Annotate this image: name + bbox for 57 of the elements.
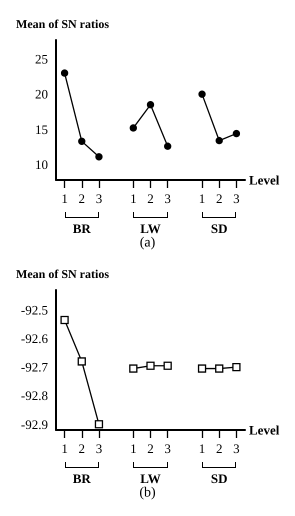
point — [216, 136, 223, 144]
text: SD — [210, 471, 228, 486]
x-tick-label: 3 — [96, 441, 102, 456]
text: BR — [72, 221, 92, 236]
point — [164, 142, 172, 150]
point — [146, 362, 155, 370]
point — [130, 124, 137, 132]
point — [198, 90, 206, 98]
x-tick-label: 1 — [198, 441, 206, 456]
point — [164, 362, 172, 370]
x-tick-label: 3 — [164, 441, 171, 456]
x-tick-label: 1 — [198, 191, 206, 206]
x-tick-label: 1 — [61, 441, 68, 456]
x-axis-title: Level — [249, 422, 280, 438]
y-tick-label: -92.9 — [20, 416, 48, 432]
text: LW — [140, 471, 161, 486]
point — [94, 420, 104, 428]
point — [232, 130, 240, 138]
x-tick-label: 3 — [233, 191, 240, 206]
y-tick-label: 15 — [35, 122, 48, 137]
y-tick-label: -92.8 — [20, 388, 48, 404]
x-tick-label: 2 — [78, 191, 86, 206]
x-tick-label: 2 — [147, 191, 154, 206]
x-tick-label: 3 — [96, 191, 102, 206]
y-tick-label: 20 — [35, 86, 48, 102]
y-axis-title: Mean of SN ratios — [16, 17, 110, 31]
text: SD — [210, 221, 228, 236]
y-axis-title: Mean of SN ratios — [16, 267, 110, 281]
y-tick-label: -92.7 — [20, 360, 48, 375]
x-tick-label: 1 — [61, 191, 68, 206]
x-tick-label: 3 — [233, 441, 240, 456]
point — [146, 101, 154, 108]
point — [78, 357, 86, 366]
point — [95, 153, 103, 160]
point — [215, 364, 224, 373]
text: (b) — [139, 486, 156, 500]
x-tick-label: 3 — [164, 191, 171, 206]
x-tick-label: 2 — [147, 441, 154, 456]
y-tick-label: -92.6 — [20, 331, 48, 346]
x-tick-label: 1 — [130, 191, 137, 206]
y-tick-label: -92.5 — [20, 302, 48, 318]
y-tick-label: 10 — [35, 157, 48, 172]
x-axis-title: Level — [249, 172, 280, 188]
point — [78, 138, 86, 145]
point — [129, 364, 138, 373]
point — [60, 316, 69, 324]
y-tick-label: 25 — [35, 51, 48, 66]
x-tick-label: 2 — [78, 441, 86, 456]
point — [198, 364, 206, 373]
text: BR — [72, 471, 92, 486]
text: (a) — [140, 236, 156, 250]
x-tick-label: 2 — [216, 191, 222, 206]
text: LW — [140, 221, 161, 236]
point — [60, 69, 68, 77]
x-tick-label: 2 — [216, 441, 222, 456]
point — [232, 362, 241, 372]
x-tick-label: 1 — [130, 441, 137, 456]
